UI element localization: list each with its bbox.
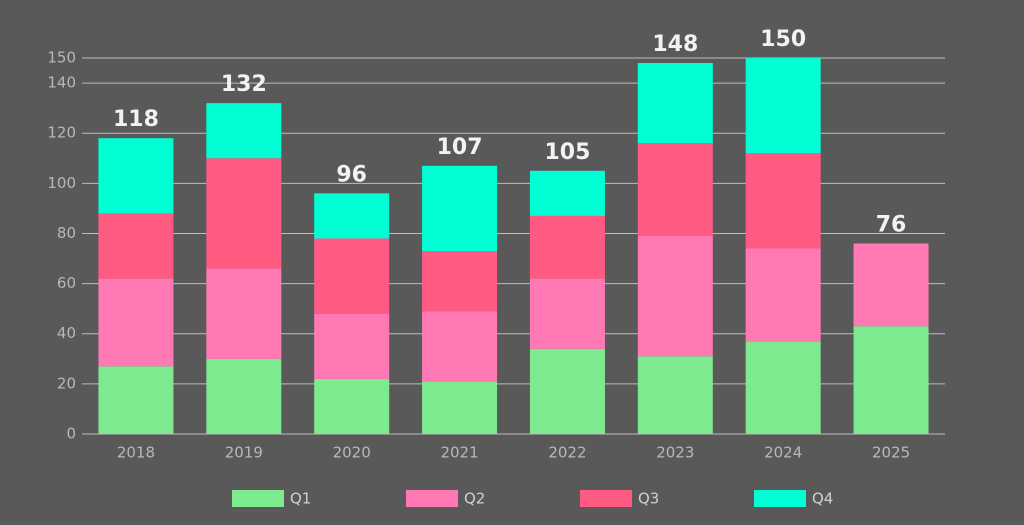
total-label: 107 xyxy=(437,135,483,160)
bar-segment xyxy=(529,215,605,279)
bar-segment xyxy=(529,170,605,216)
y-tick-label: 0 xyxy=(66,425,76,443)
bar-segment xyxy=(853,326,929,434)
bar-segment xyxy=(853,243,929,327)
bar-segment xyxy=(422,311,498,382)
bar-segment xyxy=(314,193,390,239)
y-tick-label: 120 xyxy=(47,124,76,142)
x-tick-label: 2018 xyxy=(117,444,155,462)
legend-swatch xyxy=(754,490,806,507)
bar-segment xyxy=(422,381,498,434)
bar-segment xyxy=(637,143,713,236)
legend-swatch xyxy=(580,490,632,507)
legend-label: Q1 xyxy=(290,490,311,508)
bar-segment xyxy=(529,348,605,434)
bar-segment xyxy=(637,235,713,357)
bar-segment xyxy=(206,103,282,159)
bar-segment xyxy=(98,213,174,279)
bar-segment xyxy=(314,313,390,379)
total-label: 105 xyxy=(544,140,590,165)
x-tick-label: 2022 xyxy=(548,444,586,462)
y-tick-label: 140 xyxy=(47,74,76,92)
bar-segment xyxy=(206,268,282,359)
bar-segment xyxy=(745,58,821,154)
bar-segment xyxy=(637,63,713,144)
bar-segment xyxy=(206,158,282,269)
x-tick-label: 2019 xyxy=(225,444,263,462)
total-label: 76 xyxy=(876,212,907,237)
total-label: 132 xyxy=(221,72,267,97)
bar-segment xyxy=(314,238,390,314)
bar-segment xyxy=(206,358,282,434)
bar-segment xyxy=(745,341,821,434)
bar-segment xyxy=(529,278,605,349)
y-tick-label: 60 xyxy=(57,274,76,292)
total-label: 118 xyxy=(113,107,159,132)
y-tick-label: 80 xyxy=(57,224,76,242)
total-label: 148 xyxy=(652,32,698,57)
y-tick-label: 20 xyxy=(57,374,76,392)
legend-label: Q2 xyxy=(464,490,485,508)
legend-label: Q4 xyxy=(812,490,833,508)
x-tick-label: 2021 xyxy=(440,444,478,462)
bar-segment xyxy=(422,251,498,312)
bar-segment xyxy=(745,153,821,249)
bar-segment xyxy=(745,248,821,342)
bar-segment xyxy=(314,378,390,434)
x-tick-label: 2025 xyxy=(872,444,910,462)
x-tick-label: 2024 xyxy=(764,444,802,462)
x-tick-label: 2023 xyxy=(656,444,694,462)
bar-segment xyxy=(98,278,174,367)
total-label: 96 xyxy=(336,162,367,187)
legend-swatch xyxy=(406,490,458,507)
legend-label: Q3 xyxy=(638,490,659,508)
y-tick-label: 100 xyxy=(47,174,76,192)
bar-segment xyxy=(637,356,713,434)
bar-segment xyxy=(98,138,174,214)
y-tick-label: 150 xyxy=(47,49,76,67)
legend-swatch xyxy=(232,490,284,507)
total-label: 150 xyxy=(760,27,806,52)
bar-segment xyxy=(98,366,174,434)
y-tick-label: 40 xyxy=(57,324,76,342)
x-tick-label: 2020 xyxy=(333,444,371,462)
bar-segment xyxy=(422,165,498,252)
